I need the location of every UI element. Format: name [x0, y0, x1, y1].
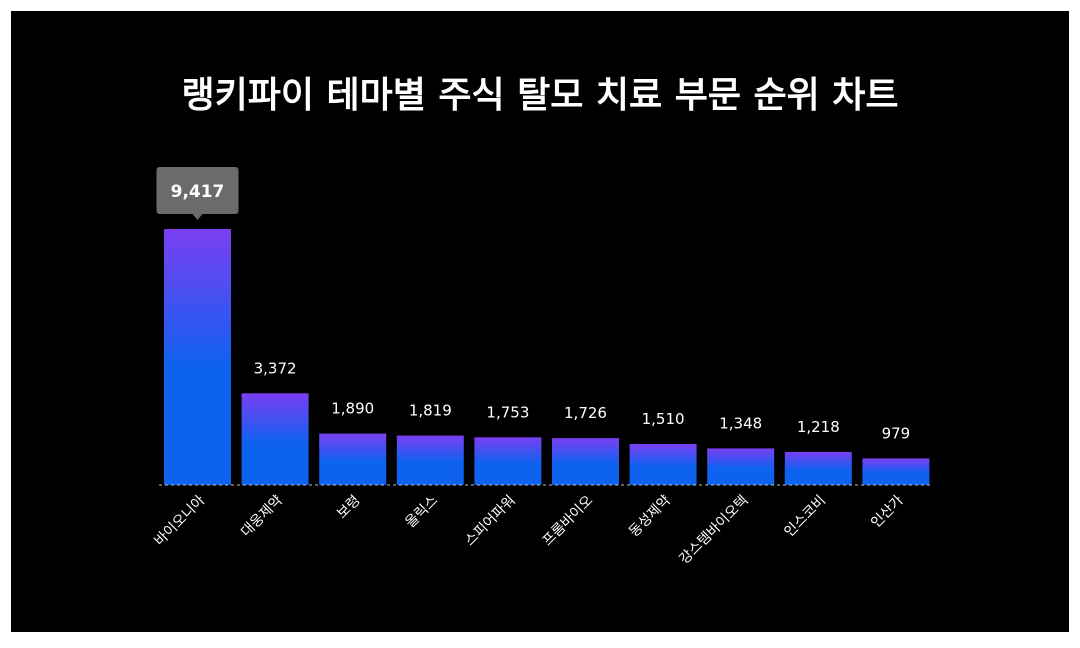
- category-label-7: 동성제약: [626, 492, 674, 540]
- category-label-2: 대웅제약: [238, 492, 286, 540]
- bar-1[interactable]: [164, 229, 231, 485]
- value-label-10: 979: [882, 424, 911, 442]
- bar-chart: 랭키파이 테마별 주식 탈모 치료 부문 순위 차트 9,417 바이오니아 3,3…: [151, 75, 933, 568]
- category-label-6: 프롬바이오: [539, 492, 596, 549]
- bar-7[interactable]: [629, 444, 697, 485]
- bar-4[interactable]: [396, 435, 464, 485]
- bar-5[interactable]: [474, 437, 542, 485]
- value-label-6: 1,726: [564, 404, 607, 422]
- value-label-8: 1,348: [719, 414, 762, 432]
- value-label-2: 3,372: [254, 359, 297, 377]
- category-label-4: 올릭스: [402, 492, 441, 531]
- value-label-4: 1,819: [409, 402, 452, 420]
- category-label-3: 보령: [334, 493, 364, 523]
- category-label-8: 강스템바이오텍: [676, 493, 751, 568]
- category-label-5: 스피어파워: [462, 493, 519, 550]
- value-label-9: 1,218: [797, 418, 840, 436]
- chart-title: 랭키파이 테마별 주식 탈모 치료 부문 순위 차트: [181, 75, 898, 116]
- tooltip-box: [156, 167, 239, 214]
- bar-6[interactable]: [552, 438, 619, 485]
- category-label-10: 인산가: [868, 492, 907, 531]
- value-tooltip: 9,417: [156, 167, 239, 220]
- tooltip-arrow: [192, 214, 203, 220]
- value-label-3: 1,890: [331, 400, 374, 418]
- bar-3[interactable]: [319, 433, 387, 485]
- value-label-1: 9,417: [171, 182, 225, 202]
- bar-2[interactable]: [241, 393, 309, 485]
- bar-10[interactable]: [862, 458, 930, 485]
- value-label-7: 1,510: [642, 410, 685, 428]
- bars-group: 9,417 바이오니아 3,372 대웅제약 1,890 보령 1,819 올릭스 1,753 스…: [151, 167, 930, 568]
- value-label-5: 1,753: [486, 403, 529, 421]
- bar-8[interactable]: [707, 448, 775, 485]
- chart-panel: 랭키파이 테마별 주식 탈모 치료 부문 순위 차트 9,417 바이오니아 3,3…: [11, 11, 1069, 632]
- category-label-9: 인스코비: [781, 493, 829, 541]
- bar-9[interactable]: [784, 451, 852, 485]
- category-label-1: 바이오니아: [151, 492, 208, 549]
